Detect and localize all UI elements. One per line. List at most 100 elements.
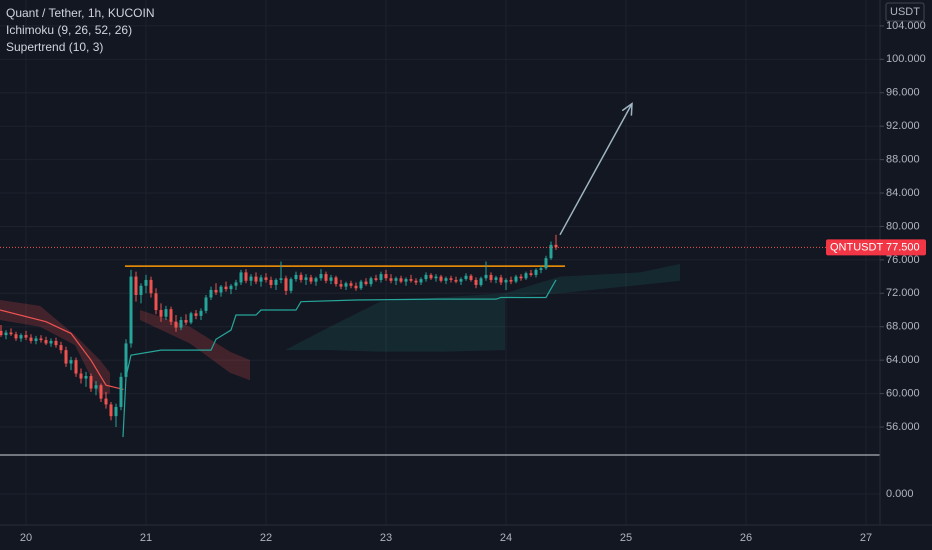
candle-body bbox=[144, 279, 148, 286]
candle-body bbox=[319, 274, 323, 279]
candle-body bbox=[449, 278, 453, 280]
x-tick-label: 26 bbox=[740, 532, 752, 544]
x-tick-label: 22 bbox=[260, 532, 272, 544]
candle-body bbox=[489, 274, 493, 280]
candle-body bbox=[9, 332, 13, 335]
candle-body bbox=[214, 289, 218, 293]
candle-body bbox=[299, 274, 303, 280]
candle-body bbox=[544, 258, 548, 269]
y-tick-label: 92.000 bbox=[886, 120, 920, 132]
candle-body bbox=[154, 293, 158, 311]
candle-body bbox=[334, 277, 338, 285]
candle-body bbox=[74, 360, 78, 374]
candle-body bbox=[34, 338, 38, 341]
candle-body bbox=[169, 309, 173, 322]
candle-body bbox=[39, 338, 43, 341]
y-tick-label: 0.000 bbox=[886, 488, 914, 500]
x-tick-label: 25 bbox=[620, 532, 632, 544]
candle-body bbox=[344, 283, 348, 287]
supertrend-line bbox=[0, 309, 124, 390]
currency-label[interactable]: USDT bbox=[890, 6, 920, 18]
candle-body bbox=[284, 278, 288, 291]
candle-body bbox=[219, 286, 223, 293]
arrow-head bbox=[621, 102, 633, 116]
ichimoku-cloud bbox=[140, 310, 250, 381]
candle-body bbox=[554, 244, 558, 248]
x-tick-label: 20 bbox=[20, 532, 32, 544]
chart-title: Quant / Tether, 1h, KUCOIN bbox=[6, 6, 155, 20]
candle-body bbox=[329, 277, 333, 281]
candle-body bbox=[339, 284, 343, 287]
candle-body bbox=[399, 278, 403, 282]
candle-body bbox=[244, 272, 248, 281]
candle-body bbox=[69, 360, 73, 364]
candle-body bbox=[439, 276, 443, 281]
candle-body bbox=[359, 281, 363, 289]
candle-body bbox=[84, 376, 88, 379]
candle-body bbox=[4, 332, 8, 336]
indicator-label: Supertrend (10, 3) bbox=[6, 40, 103, 54]
ichimoku-cloud bbox=[0, 299, 110, 396]
last-price-label: 77.500 bbox=[886, 241, 920, 253]
candle-body bbox=[349, 283, 353, 286]
y-tick-label: 104.000 bbox=[886, 20, 926, 32]
candle-body bbox=[274, 279, 278, 285]
candle-body bbox=[414, 280, 418, 283]
candle-body bbox=[254, 276, 258, 282]
candle-body bbox=[379, 274, 383, 280]
arrow-shaft bbox=[559, 103, 633, 236]
ichimoku-cloud bbox=[505, 264, 680, 298]
candle-body bbox=[444, 278, 448, 281]
candle-body bbox=[524, 273, 528, 279]
candle-body bbox=[189, 313, 193, 323]
candle-body bbox=[49, 340, 53, 344]
candle-body bbox=[229, 285, 233, 290]
candle-body bbox=[94, 385, 98, 389]
candle-body bbox=[134, 276, 138, 295]
x-tick-label: 21 bbox=[140, 532, 152, 544]
x-tick-label: 23 bbox=[380, 532, 392, 544]
candle-body bbox=[104, 398, 108, 405]
symbol-label: QNTUSDT bbox=[830, 241, 883, 253]
candle-body bbox=[409, 279, 413, 281]
candle-body bbox=[304, 277, 308, 280]
indicator-label: Ichimoku (9, 26, 52, 26) bbox=[6, 23, 132, 37]
candle-body bbox=[404, 279, 408, 282]
y-tick-label: 64.000 bbox=[886, 354, 920, 366]
y-tick-label: 96.000 bbox=[886, 87, 920, 99]
candle-body bbox=[0, 330, 3, 336]
candle-body bbox=[324, 274, 328, 281]
candle-body bbox=[459, 279, 463, 282]
y-tick-label: 88.000 bbox=[886, 154, 920, 166]
candle-body bbox=[269, 279, 273, 285]
price-label-box bbox=[826, 239, 926, 256]
candle-body bbox=[89, 376, 93, 389]
currency-box[interactable] bbox=[885, 2, 925, 22]
candle-body bbox=[314, 278, 318, 282]
x-tick-label: 24 bbox=[500, 532, 512, 544]
candle-body bbox=[64, 350, 68, 364]
candle-body bbox=[529, 273, 533, 275]
candle-body bbox=[279, 278, 283, 280]
candle-body bbox=[54, 340, 58, 346]
candle-body bbox=[504, 279, 508, 283]
x-tick-label: 27 bbox=[860, 532, 872, 544]
candle-body bbox=[44, 340, 48, 344]
candle-body bbox=[129, 276, 133, 344]
candle-body bbox=[109, 404, 113, 417]
candle-body bbox=[469, 275, 473, 280]
candle-body bbox=[549, 244, 553, 259]
candle-body bbox=[119, 376, 123, 407]
candle-body bbox=[294, 274, 298, 280]
candle-body bbox=[464, 275, 468, 280]
candle-body bbox=[419, 279, 423, 283]
supertrend-line bbox=[122, 279, 557, 438]
candle-body bbox=[494, 277, 498, 280]
candle-body bbox=[369, 278, 373, 285]
candle-body bbox=[199, 310, 203, 316]
candle-body bbox=[534, 269, 538, 275]
candle-body bbox=[184, 320, 188, 323]
candle-body bbox=[429, 274, 433, 279]
y-tick-label: 80.000 bbox=[886, 220, 920, 232]
